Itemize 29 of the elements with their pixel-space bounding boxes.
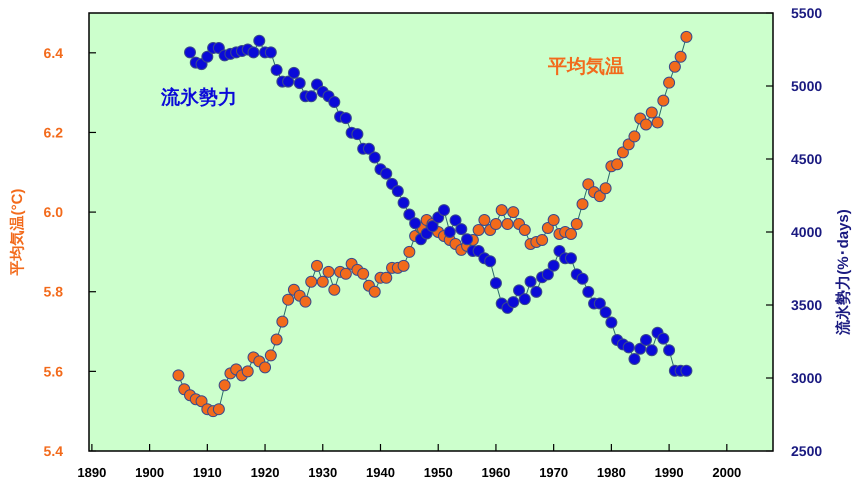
x-tick-label: 1890 [77, 465, 106, 480]
x-tick-label: 1970 [539, 465, 568, 480]
y-tick-label: 5.6 [44, 363, 64, 380]
y2-tick-label: 2500 [791, 443, 822, 459]
x-tick-label: 1950 [424, 465, 453, 480]
x-tick-label: 1920 [250, 465, 280, 480]
x-tick-label: 1940 [366, 465, 395, 480]
x-tick-label: 1990 [654, 465, 684, 480]
y-tick-label: 6.2 [44, 124, 64, 140]
y2-tick-label: 3000 [791, 370, 822, 386]
y-tick-label: 5.8 [44, 284, 64, 300]
x-tick-label: 2000 [712, 465, 742, 480]
y-tick-label: 5.4 [44, 443, 64, 459]
y-tick-label: 6.0 [44, 204, 64, 220]
y2-tick-label: 5500 [791, 5, 822, 21]
y-tick-label: 6.4 [44, 44, 64, 61]
x-tick-label: 1900 [135, 465, 164, 480]
series-label: 流氷勢力 [160, 86, 238, 109]
y2-axis-title: 流氷勢力(%･days) [834, 209, 852, 336]
y2-tick-label: 5000 [791, 78, 822, 94]
y-axis-title: 平均気温(°C) [9, 188, 26, 276]
text: 平均気温 [546, 56, 624, 78]
y2-tick-label: 4000 [791, 224, 822, 240]
x-tick-label: 1910 [192, 465, 222, 480]
x-tick-label: 1980 [596, 465, 626, 480]
y2-tick-label: 3500 [791, 297, 822, 313]
x-tick-label: 1930 [308, 465, 338, 480]
x-tick-label: 1960 [481, 465, 510, 480]
y2-tick-label: 4500 [791, 151, 822, 167]
